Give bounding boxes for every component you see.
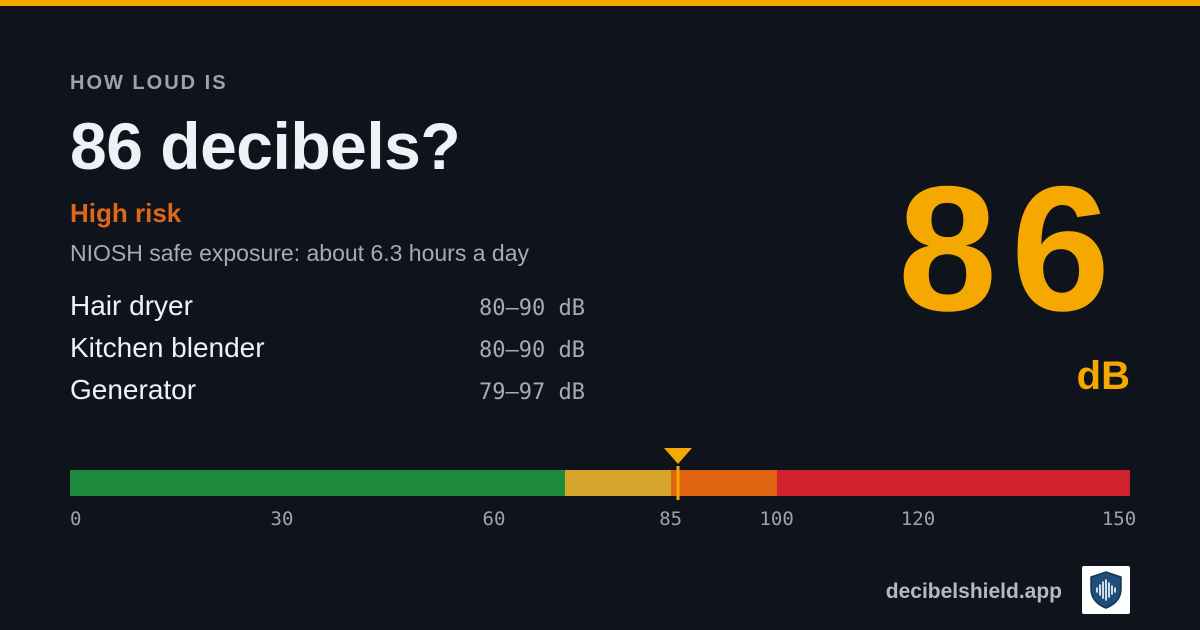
exposure-text: NIOSH safe exposure: about 6.3 hours a d… (70, 240, 529, 266)
tick-label: 150 (1101, 508, 1137, 530)
level-marker-line (676, 466, 680, 500)
list-item: Generator 79–97 dB (70, 374, 590, 416)
list-item: Hair dryer 80–90 dB (70, 290, 590, 332)
example-range: 80–90 dB (479, 338, 585, 363)
level-marker-icon (663, 448, 692, 464)
tick-label: 30 (270, 508, 294, 530)
risk-label: High risk (70, 198, 182, 228)
scale-tick-labels: 0 30 60 85 100 120 150 (70, 508, 1136, 530)
top-accent-bar (0, 0, 1200, 6)
scale-band (70, 470, 565, 496)
tick-label: 85 (659, 508, 683, 530)
scale-band (564, 470, 671, 496)
example-range: 80–90 dB (479, 296, 585, 321)
example-name: Hair dryer (70, 290, 193, 321)
scale-band (670, 470, 777, 496)
scale-band (776, 470, 1130, 496)
example-range: 79–97 dB (479, 380, 585, 405)
eyebrow-label: HOW LOUD IS (70, 72, 228, 94)
decibel-unit: dB (1076, 354, 1130, 398)
decibel-value: 86 (898, 149, 1124, 348)
example-name: Kitchen blender (70, 332, 265, 363)
tick-label: 60 (482, 508, 506, 530)
loudness-scale-bar (70, 448, 1130, 500)
list-item: Kitchen blender 80–90 dB (70, 332, 590, 374)
tick-label: 100 (759, 508, 794, 530)
example-list: Hair dryer 80–90 dB Kitchen blender 80–9… (70, 290, 590, 416)
tick-label: 120 (900, 508, 936, 530)
example-name: Generator (70, 374, 197, 405)
shield-icon (1090, 571, 1122, 609)
tick-label: 0 (70, 508, 82, 530)
site-url[interactable]: decibelshield.app (885, 580, 1062, 603)
page-title: 86 decibels? (70, 109, 461, 183)
shield-sound-wave-icon (1082, 566, 1130, 614)
